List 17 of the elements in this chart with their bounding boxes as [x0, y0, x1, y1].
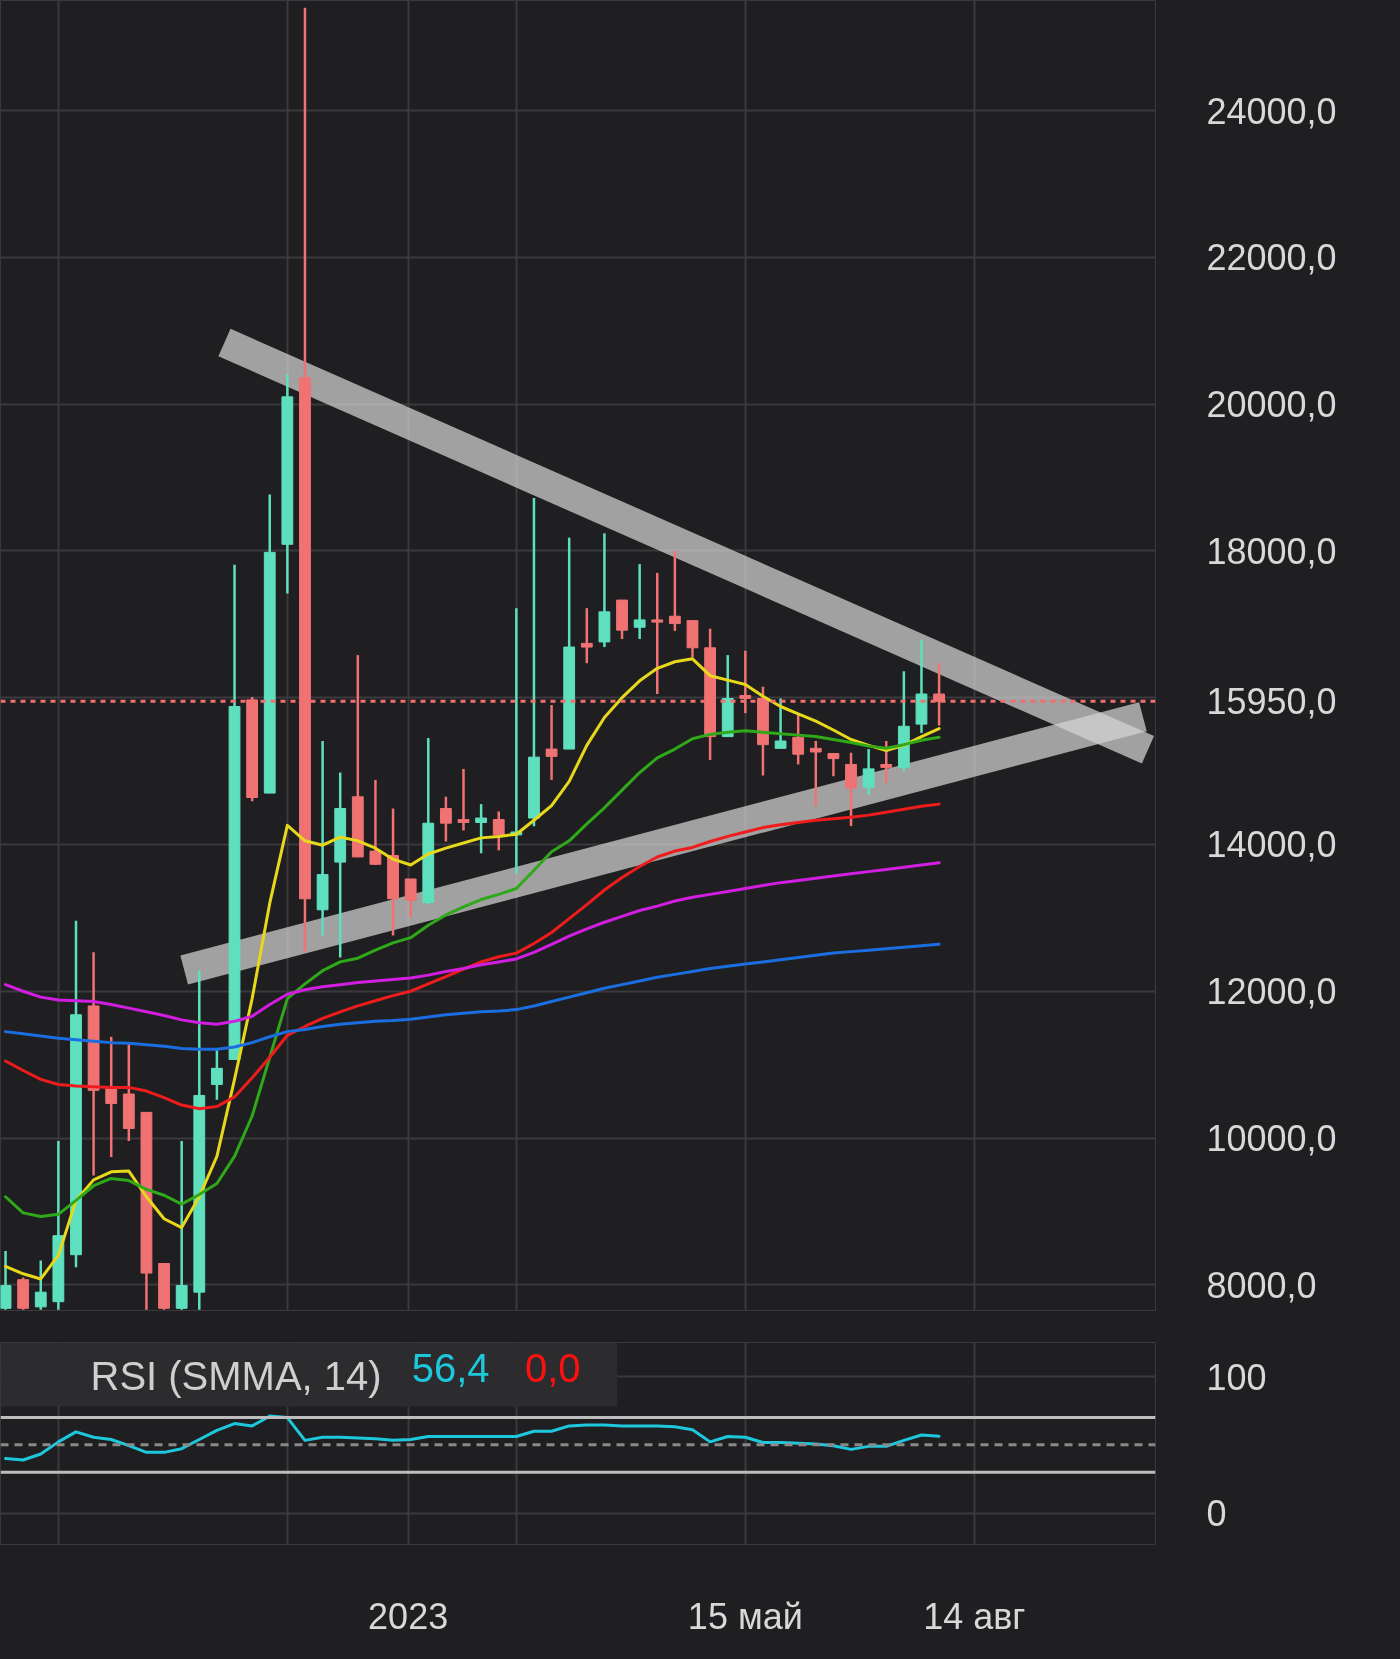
y-tick-label: 14000,0 — [1206, 824, 1337, 866]
x-tick-label: 2023 — [368, 1595, 449, 1637]
y-tick-label: 12000,0 — [1206, 971, 1337, 1013]
series-label: RSI (SMMA, 14) — [90, 1353, 382, 1398]
y-tick-label: 24000,0 — [1206, 90, 1337, 132]
annotation: 56,4 — [411, 1345, 490, 1390]
y-tick-label: 22000,0 — [1206, 237, 1337, 279]
y-tick-label: 20000,0 — [1206, 384, 1337, 426]
ref-line-label: 15950,0 — [1206, 681, 1337, 723]
y-tick-label: 100 — [1206, 1356, 1267, 1398]
annotation: 0,0 — [524, 1345, 581, 1390]
x-tick-label: 15 май — [687, 1595, 803, 1637]
y-tick-label: 18000,0 — [1206, 530, 1337, 572]
y-tick-label: 10000,0 — [1206, 1118, 1337, 1160]
x-tick-label: 14 авг — [923, 1595, 1026, 1637]
y-tick-label: 0 — [1206, 1493, 1227, 1535]
y-tick-label: 8000,0 — [1206, 1264, 1317, 1306]
